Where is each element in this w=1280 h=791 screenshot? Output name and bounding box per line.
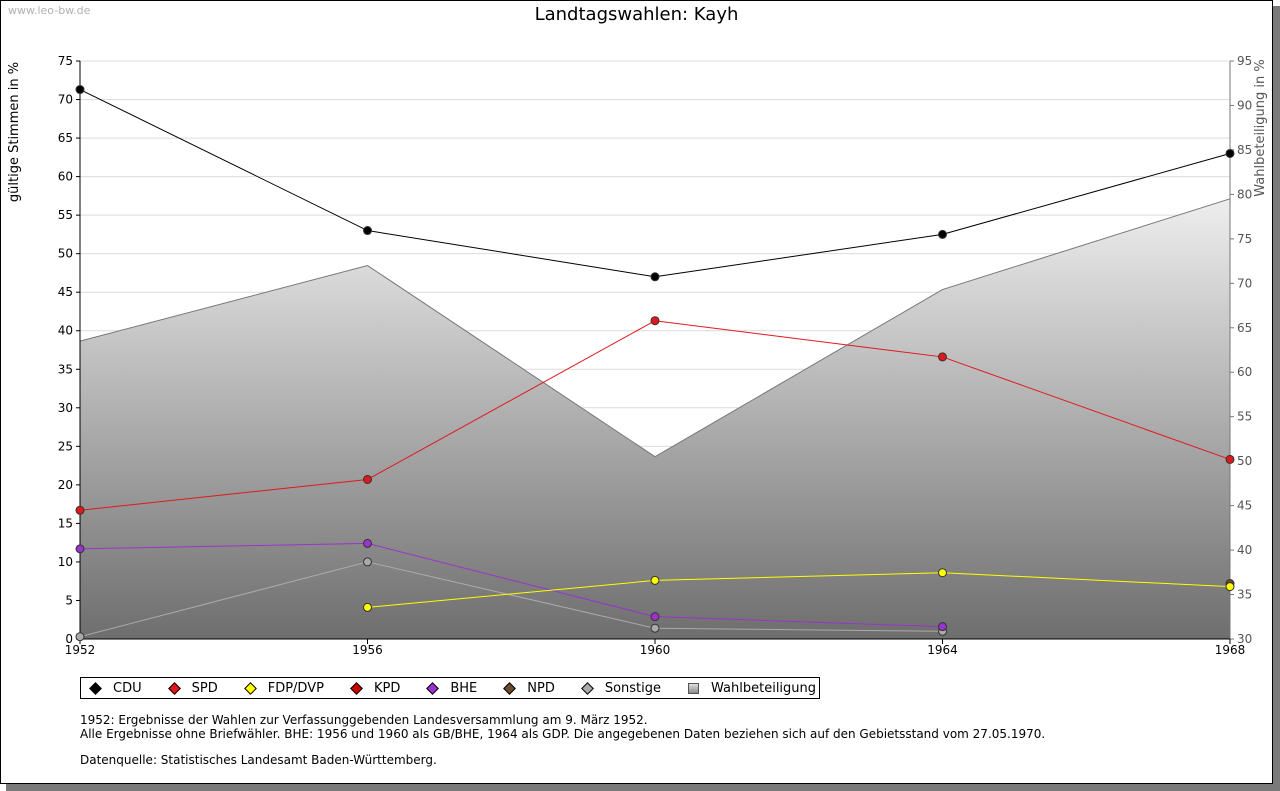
legend-label: CDU: [113, 680, 142, 696]
data-point-spd: [1225, 454, 1235, 464]
data-point-fdp-dvp: [650, 575, 660, 585]
series-line-sonstige: [79, 561, 943, 638]
legend-label: Wahlbeteiligung: [711, 680, 817, 696]
data-point-sonstige: [363, 557, 372, 567]
legend-label: SPD: [191, 680, 218, 696]
chart-title: Landtagswahlen: Kayh: [534, 4, 739, 25]
data-point-bhe: [363, 538, 372, 548]
legend-label: BHE: [450, 680, 478, 696]
legend-label: FDP/DVP: [267, 680, 324, 696]
y2-tick-label: 40: [1237, 543, 1252, 557]
data-point-cdu: [650, 272, 660, 282]
y-tick-label: 35: [58, 362, 73, 376]
y-tick-label: 40: [58, 324, 73, 338]
chart-svg: 0 5 10 15 20 25 30 35 40 45 50 55 60 65 70 75 30 35 40 45 50…: [7, 54, 1268, 657]
data-point-spd: [75, 505, 85, 515]
turnout-line: [79, 198, 1231, 458]
y-tick-label: 60: [58, 170, 73, 184]
data-point-spd: [363, 474, 372, 484]
y2-axis-label: Wahlbeteiligung in %: [1253, 59, 1268, 196]
data-point-cdu: [75, 85, 85, 95]
legend-marker: [580, 682, 594, 695]
legend-marker: [350, 682, 363, 695]
y-tick-label: 65: [58, 131, 73, 145]
data-point-bhe: [75, 544, 85, 554]
legend: CDU SPD FDP/DVP KPD BHE NPD Sonstige Wahlbeteil…: [80, 677, 820, 699]
legend-marker: [89, 682, 102, 695]
series-line-bhe: [79, 542, 943, 628]
data-point-cdu: [363, 226, 372, 236]
data-point-cdu: [1225, 148, 1235, 158]
legend-marker: [426, 682, 440, 695]
y2-tick-label: 30: [1237, 632, 1252, 646]
y-tick-label: 10: [58, 555, 73, 569]
x-tick-label: 1956: [352, 643, 383, 657]
y-tick-label: 20: [58, 478, 73, 492]
frame-shadow-bottom: [6, 784, 1280, 791]
y2-tick-label: 90: [1237, 98, 1252, 112]
series-points: [75, 85, 1235, 642]
series-line-fdp-dvp: [367, 572, 1231, 608]
y2-tick-label: 35: [1237, 588, 1252, 602]
y2-tick-label: 80: [1237, 187, 1252, 201]
y-tick-label: 30: [58, 401, 73, 415]
y2-tick-label: 95: [1237, 54, 1252, 68]
turnout-area-fill: [80, 198, 1230, 640]
legend-label: Sonstige: [604, 680, 662, 696]
y-tick-label: 25: [58, 439, 73, 453]
y-tick-label: 50: [58, 247, 73, 261]
data-point-fdp-dvp: [363, 602, 372, 612]
data-point-bhe: [650, 612, 660, 622]
y2-tick-label: 75: [1237, 232, 1252, 246]
y2-tick-label: 45: [1237, 499, 1252, 513]
y-axis-label: gültige Stimmen in %: [7, 62, 22, 202]
y2-tick-label: 70: [1237, 276, 1252, 290]
legend-item-npd: NPD: [503, 681, 555, 696]
y-tick-label: 75: [58, 54, 73, 68]
y-tick-label: 45: [58, 285, 73, 299]
data-point-sonstige: [75, 632, 85, 642]
legend-marker: [503, 682, 517, 695]
y2-tick-label: 85: [1237, 143, 1252, 157]
data-point-fdp-dvp: [938, 568, 947, 578]
legend-item-bhe: BHE: [426, 681, 477, 696]
y2-tick-label: 65: [1237, 321, 1252, 335]
data-point-sonstige: [650, 623, 660, 633]
note-general: Alle Ergebnisse ohne Briefwähler. BHE: 1…: [80, 727, 1046, 741]
x-tick-label: 1952: [65, 643, 96, 657]
data-point-cdu: [938, 229, 947, 239]
note-source: Datenquelle: Statistisches Landesamt Bad…: [80, 753, 437, 767]
legend-item-cdu: CDU: [89, 681, 142, 696]
data-point-spd: [650, 316, 660, 326]
y-tick-label: 15: [58, 516, 73, 530]
y-tick-label: 55: [58, 208, 73, 222]
x-tick-label: 1964: [927, 643, 958, 657]
series-line-cdu: [79, 89, 1231, 278]
legend-marker: [687, 682, 700, 694]
y2-tick-label: 60: [1237, 365, 1252, 379]
data-point-fdp-dvp: [1225, 582, 1235, 592]
frame-shadow-right: [1273, 6, 1280, 791]
legend-item-fdp-dvp: FDP/DVP: [243, 680, 324, 696]
y2-tick-label: 50: [1237, 454, 1252, 468]
legend-item-kpd: KPD: [350, 681, 400, 696]
legend-item-spd: SPD: [167, 680, 218, 696]
legend-item-sonstige: Sonstige: [580, 680, 662, 696]
legend-label: KPD: [373, 680, 401, 696]
y-tick-label: 70: [58, 93, 73, 107]
x-tick-label: 1968: [1215, 643, 1246, 657]
watermark: www.leo-bw.de: [8, 4, 91, 17]
y-tick-label: 5: [65, 593, 73, 607]
x-tick-label: 1960: [640, 643, 671, 657]
turnout-area: [79, 198, 1231, 640]
legend-marker: [243, 682, 257, 695]
y-tick-label: 0: [65, 632, 73, 646]
note-1952: 1952: Ergebnisse der Wahlen zur Verfassu…: [80, 713, 648, 727]
legend-item-wahlbeteiligung: Wahlbeteiligung: [687, 681, 816, 696]
data-point-spd: [938, 352, 947, 362]
legend-marker: [167, 682, 181, 695]
data-point-bhe: [938, 622, 947, 632]
y2-tick-label: 55: [1237, 410, 1252, 424]
legend-label: NPD: [527, 680, 555, 696]
